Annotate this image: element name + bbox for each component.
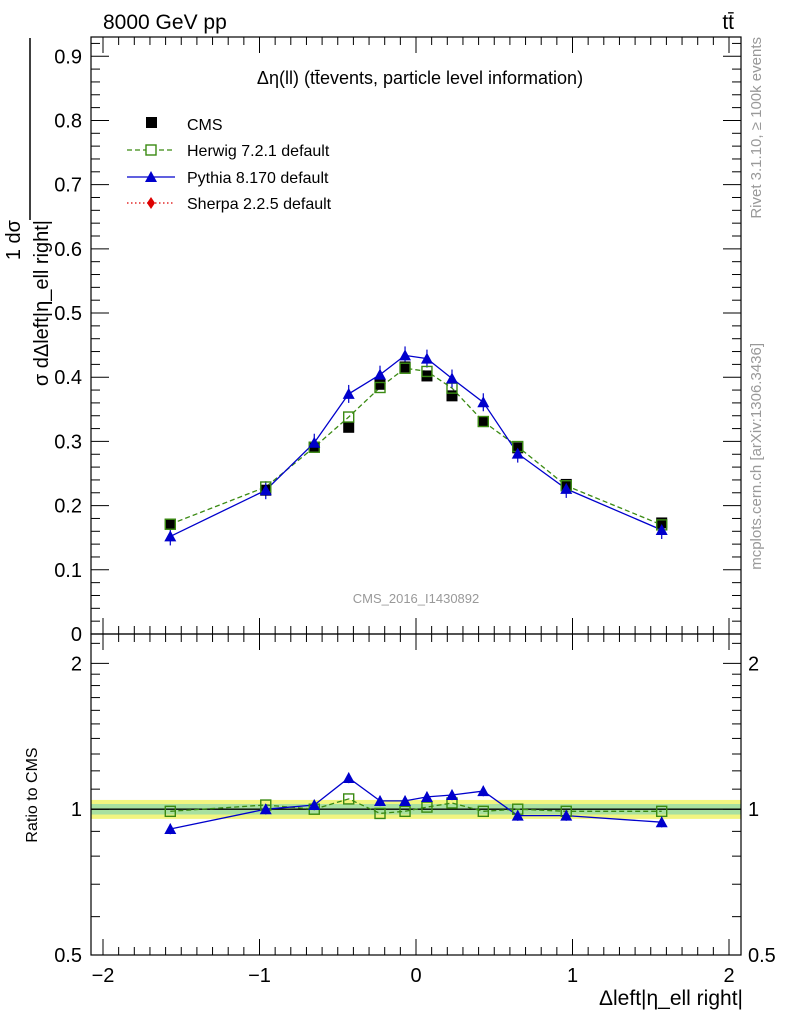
pythia-point: [164, 530, 177, 542]
pythia-ratio-point: [511, 809, 524, 821]
herwig-point: [421, 365, 433, 378]
pythia-ratio-point: [477, 785, 490, 797]
pythia-ratio-point: [420, 790, 433, 802]
pythia-ratio-point: [399, 794, 412, 806]
herwig-ratio-point: [374, 807, 386, 820]
y-tick-label: 0.9: [54, 46, 82, 68]
legend-label-herwig: Herwig 7.2.1 default: [187, 143, 330, 160]
ratio-y-tick-label: 0.5: [54, 945, 82, 967]
pythia-point: [308, 436, 321, 448]
x-tick-label: −2: [92, 965, 115, 987]
energy-label: 8000 GeV pp: [103, 11, 227, 34]
pythia-point: [477, 396, 490, 408]
ratio-y-tick-label: 2: [71, 653, 82, 675]
pythia-point: [399, 349, 412, 361]
pythia-line: [170, 354, 662, 537]
herwig-point: [477, 415, 489, 428]
x-tick-label: 2: [723, 965, 734, 987]
y-tick-label: 0.4: [54, 367, 82, 389]
legend-marker-pythia: [145, 171, 157, 182]
y-tick-label: 0.3: [54, 431, 82, 453]
cms-point: [399, 361, 411, 373]
legend-label-sherpa: Sherpa 2.2.5 default: [187, 196, 332, 213]
pythia-ratio-point: [259, 803, 272, 815]
pythia-ratio-point: [374, 794, 387, 806]
plot-decorations: −2 −1 0 1 2 0 0.1 0.2 0.3 0.4 0.5 0.6 0.7 0.8 0.9 0.5 0.…: [54, 36, 776, 987]
ratio-panel-frame: [90, 633, 742, 956]
rivet-label: Rivet 3.1.10, ≥ 100k events: [748, 37, 765, 219]
legend-marker-cms: [146, 117, 157, 128]
pythia-ratio-point: [342, 771, 355, 783]
ratio-axis-label: Ratio to CMS: [24, 747, 41, 842]
pythia-point: [655, 524, 668, 536]
x-tick-label: 0: [410, 965, 421, 987]
x-tick-label: −1: [248, 965, 271, 987]
herwig-ratio-point: [343, 793, 355, 805]
herwig-ratio-point: [477, 805, 489, 818]
pythia-point: [342, 387, 355, 399]
legend: CMS Herwig 7.2.1 default Pythia 8.170 de…: [127, 117, 332, 213]
ratio-y-tick-label: 1: [71, 799, 82, 821]
cms-point: [374, 378, 386, 390]
panel-title: Δη(ll) (tt̄events, particle level inform…: [257, 68, 583, 88]
herwig-point: [374, 381, 386, 394]
herwig-ratio-point: [164, 805, 176, 818]
pythia-ratio-point: [164, 823, 177, 835]
legend-label-cms: CMS: [187, 117, 223, 134]
legend-label-pythia: Pythia 8.170 default: [187, 170, 329, 187]
pythia-ratio-line: [170, 777, 662, 830]
plot-marks: [164, 346, 668, 835]
herwig-point: [343, 411, 355, 423]
pythia-ratio-point: [445, 788, 458, 800]
cms-point: [164, 518, 176, 530]
site-label: mcplots.cern.ch [arXiv:1306.3436]: [748, 343, 765, 570]
y-axis-label-denominator: σ dΔleft|η_ell right|: [31, 220, 53, 386]
y-tick-label: 0: [71, 624, 82, 646]
analysis-id: CMS_2016_I1430892: [353, 591, 480, 606]
cms-point: [343, 421, 355, 433]
herwig-ratio-line: [170, 798, 662, 815]
legend-marker-herwig: [145, 144, 157, 156]
y-tick-label: 0.8: [54, 110, 82, 132]
y-tick-label: 0.7: [54, 175, 82, 197]
process-label: tt̄: [722, 11, 734, 34]
pythia-point: [560, 482, 573, 494]
y-tick-label: 0.6: [54, 239, 82, 261]
pythia-point: [420, 352, 433, 364]
pythia-point: [511, 447, 524, 459]
pythia-ratio-point: [655, 816, 668, 828]
herwig-point: [399, 362, 411, 374]
y-tick-label: 0.1: [54, 560, 82, 582]
x-axis-label: Δleft|η_ell right|: [599, 987, 743, 1010]
cms-point: [446, 390, 458, 402]
pythia-ratio-point: [308, 799, 321, 811]
x-tick-label: 1: [567, 965, 578, 987]
y-tick-label: 0.2: [54, 496, 82, 518]
pythia-point: [374, 368, 387, 380]
herwig-ratio-point: [399, 805, 411, 818]
y-tick-label: 0.5: [54, 303, 82, 325]
cms-point: [656, 517, 668, 529]
pythia-ratio-point: [560, 809, 573, 821]
pythia-point: [259, 484, 272, 496]
herwig-point: [164, 518, 176, 530]
y-axis-label-numerator: 1 dσ: [3, 219, 25, 260]
ratio-y-tick-label-right: 2: [748, 653, 759, 675]
pythia-point: [445, 372, 458, 384]
herwig-ratio-point: [421, 801, 433, 813]
ratio-y-tick-label-right: 1: [748, 799, 759, 821]
ratio-y-tick-label-right: 0.5: [748, 945, 776, 967]
cms-point: [477, 416, 489, 428]
herwig-line: [170, 367, 662, 526]
legend-marker-sherpa: [147, 197, 155, 209]
